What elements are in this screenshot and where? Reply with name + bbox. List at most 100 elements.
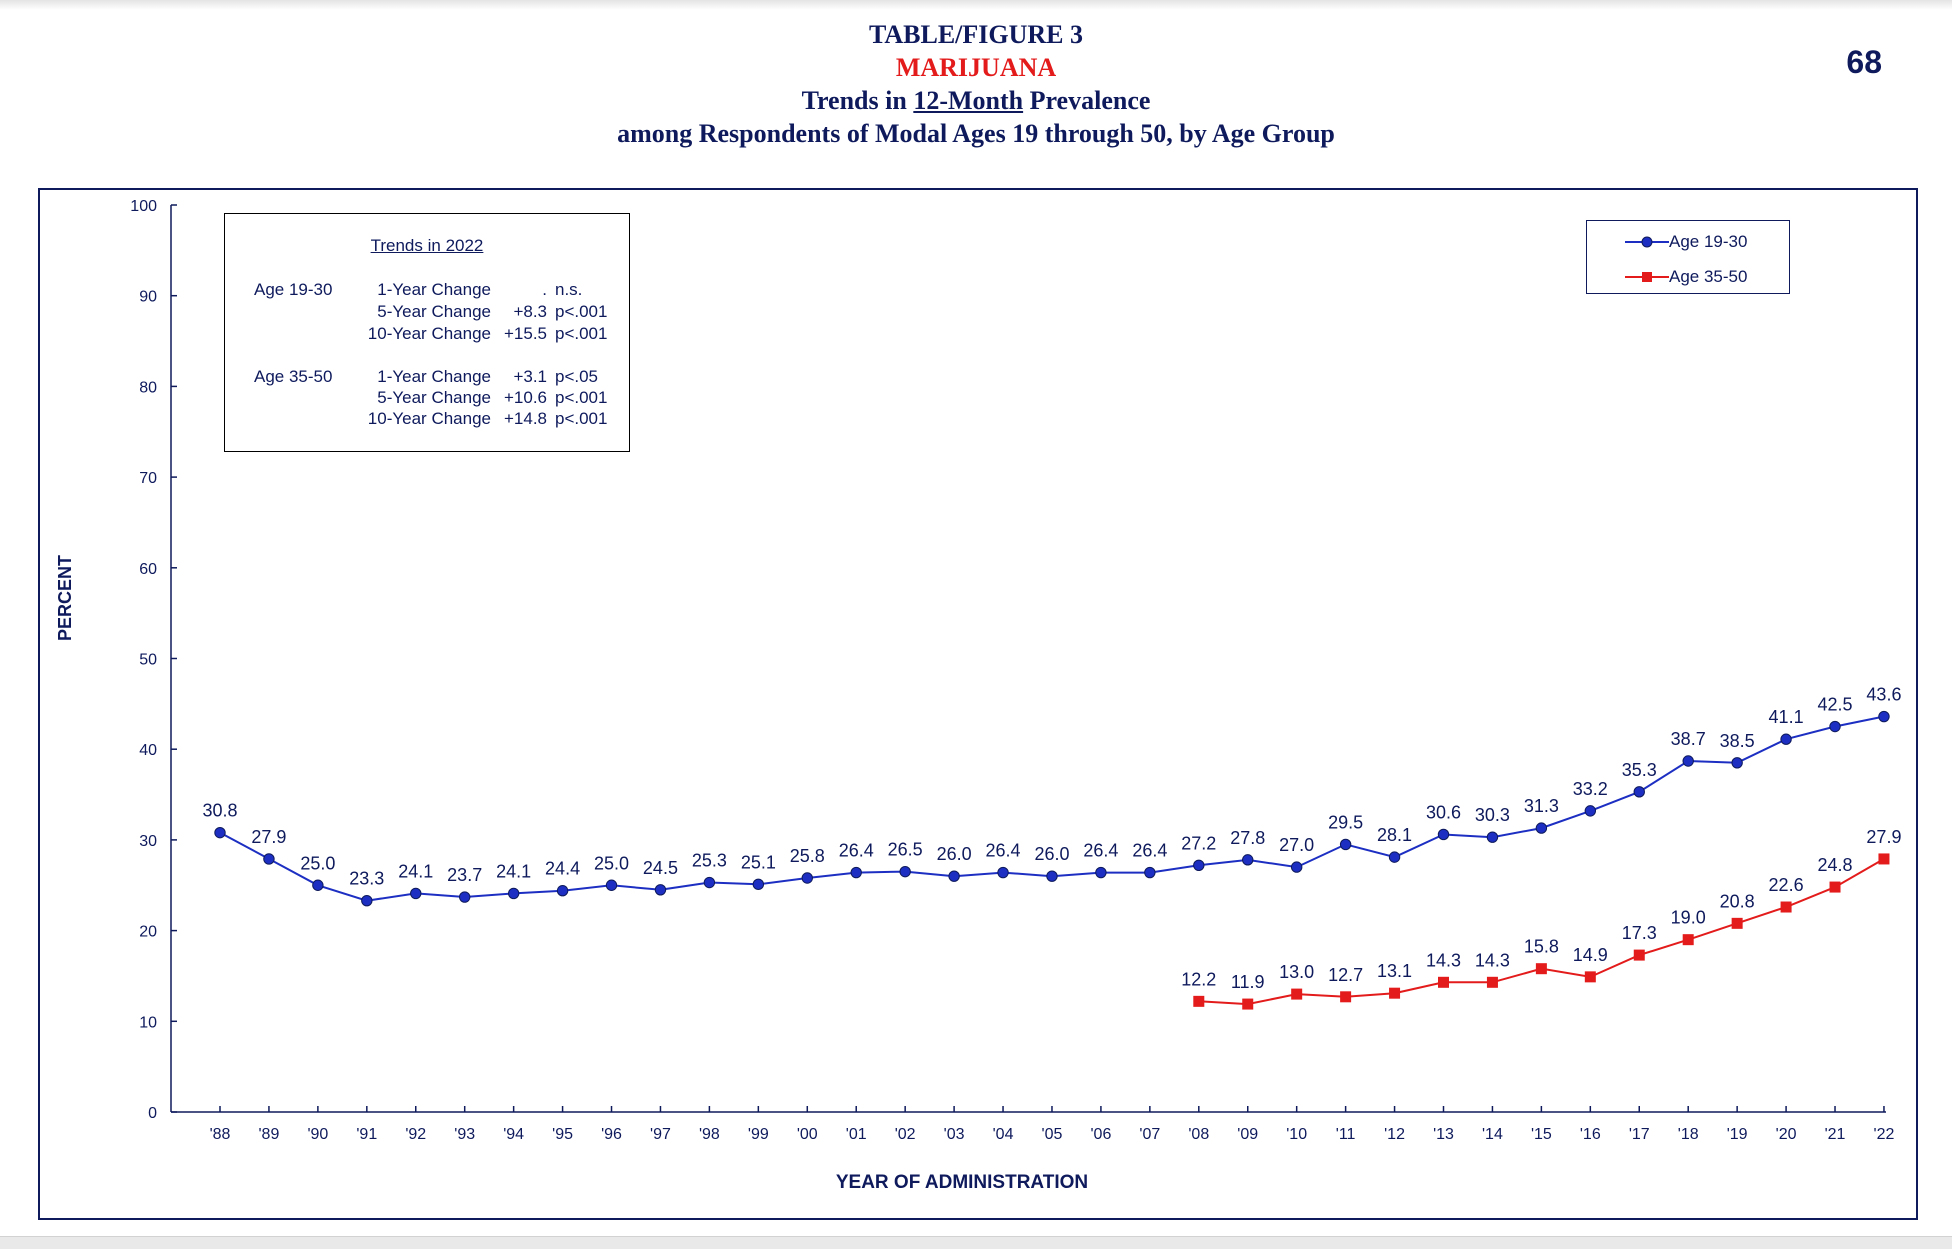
legend-label: Age 35-50 bbox=[1669, 267, 1748, 286]
data-point bbox=[654, 884, 667, 896]
data-point bbox=[997, 866, 1009, 879]
data-point bbox=[1780, 901, 1792, 913]
data-label: 23.3 bbox=[349, 869, 384, 889]
data-label: 26.4 bbox=[839, 841, 874, 861]
subtitle-underlined: 12-Month bbox=[913, 86, 1024, 115]
data-point bbox=[752, 878, 765, 891]
circle-marker-icon bbox=[1625, 236, 1669, 248]
trend-change-label: 10-Year Change bbox=[367, 409, 491, 428]
x-axis-label: YEAR OF ADMINISTRATION bbox=[836, 1172, 1088, 1193]
trend-row: 10-Year Change +14.8 p<.001 bbox=[225, 409, 629, 430]
data-point bbox=[1731, 757, 1743, 769]
data-point bbox=[1437, 828, 1450, 841]
trend-significance: p<.05 bbox=[555, 367, 599, 386]
data-point bbox=[1389, 987, 1401, 999]
trend-significance: p<.001 bbox=[555, 324, 608, 343]
data-point bbox=[1535, 822, 1548, 834]
data-point bbox=[1486, 976, 1498, 988]
data-point bbox=[948, 870, 960, 882]
trend-change-value: +15.5 bbox=[503, 324, 547, 343]
x-tick-label: '13 bbox=[1433, 1126, 1454, 1143]
bottom-bar bbox=[0, 1236, 1952, 1249]
x-tick-label: '16 bbox=[1580, 1126, 1601, 1143]
data-label: 14.9 bbox=[1573, 945, 1608, 965]
data-label: 26.4 bbox=[1083, 841, 1118, 861]
data-point bbox=[605, 879, 618, 891]
data-point bbox=[1535, 963, 1547, 975]
x-tick-label: '01 bbox=[846, 1126, 867, 1143]
data-label: 25.1 bbox=[741, 852, 776, 872]
data-label: 28.1 bbox=[1377, 825, 1412, 845]
x-tick-label: '88 bbox=[210, 1126, 231, 1143]
data-point bbox=[1438, 976, 1449, 988]
data-point bbox=[312, 879, 324, 891]
data-label: 38.7 bbox=[1671, 729, 1706, 749]
trend-significance: p<.001 bbox=[555, 302, 608, 321]
data-point bbox=[1780, 733, 1792, 745]
data-label: 25.0 bbox=[300, 853, 335, 873]
data-label: 33.2 bbox=[1573, 779, 1608, 799]
data-label: 41.1 bbox=[1769, 707, 1804, 727]
data-label: 27.2 bbox=[1181, 833, 1216, 853]
data-point bbox=[703, 876, 716, 889]
x-tick-label: '18 bbox=[1678, 1126, 1699, 1143]
figure-subtitle-line2: among Respondents of Modal Ages 19 throu… bbox=[617, 119, 1335, 148]
figure-number-title: TABLE/FIGURE 3 bbox=[868, 20, 1084, 49]
x-tick-label: '05 bbox=[1042, 1126, 1063, 1143]
data-label: 24.5 bbox=[643, 858, 678, 878]
x-tick-label: '98 bbox=[699, 1126, 720, 1143]
data-point bbox=[1242, 854, 1254, 866]
chart-legend: Age 19-30 Age 35-50 bbox=[1586, 220, 1790, 294]
data-point bbox=[1486, 831, 1499, 843]
data-point bbox=[1731, 917, 1743, 929]
data-label: 24.1 bbox=[496, 861, 531, 881]
data-label: 15.8 bbox=[1524, 937, 1559, 957]
trend-change-label: 1-Year Change bbox=[377, 280, 491, 299]
data-point bbox=[214, 826, 226, 839]
data-label: 35.3 bbox=[1622, 760, 1657, 780]
x-tick-label: '06 bbox=[1090, 1126, 1111, 1143]
x-tick-label: '99 bbox=[748, 1126, 769, 1143]
chart-frame bbox=[38, 188, 1918, 1220]
x-tick-label: '91 bbox=[356, 1126, 377, 1143]
x-tick-label: '03 bbox=[944, 1126, 965, 1143]
x-tick-label: '21 bbox=[1825, 1126, 1846, 1143]
x-tick-label: '96 bbox=[601, 1126, 622, 1143]
x-tick-label: '19 bbox=[1727, 1126, 1748, 1143]
legend-item-age-19-30: Age 19-30 bbox=[1587, 230, 1789, 254]
data-point bbox=[507, 887, 520, 900]
x-tick-label: '89 bbox=[259, 1126, 280, 1143]
data-point bbox=[1878, 710, 1890, 723]
data-point bbox=[556, 884, 569, 897]
x-tick-label: '09 bbox=[1237, 1126, 1258, 1143]
y-tick-label: 60 bbox=[139, 561, 157, 578]
data-point bbox=[459, 891, 471, 903]
trend-row: 5-Year Change +8.3 p<.001 bbox=[225, 302, 629, 323]
data-point bbox=[410, 887, 422, 900]
data-point bbox=[1340, 991, 1352, 1003]
data-point bbox=[1829, 720, 1841, 733]
figure-titles: TABLE/FIGURE 3 MARIJUANA Trends in 12-Mo… bbox=[0, 18, 1952, 150]
y-tick-label: 100 bbox=[130, 198, 157, 215]
data-label: 26.5 bbox=[888, 840, 923, 860]
data-point bbox=[1633, 949, 1645, 961]
data-label: 30.6 bbox=[1426, 802, 1461, 822]
data-point bbox=[1682, 934, 1694, 946]
data-label: 27.9 bbox=[251, 827, 286, 847]
trend-change-label: 5-Year Change bbox=[377, 302, 491, 321]
x-tick-label: '95 bbox=[552, 1126, 573, 1143]
y-tick-label: 20 bbox=[139, 924, 157, 941]
data-label: 30.3 bbox=[1475, 805, 1510, 825]
trend-row: 5-Year Change +10.6 p<.001 bbox=[225, 388, 629, 409]
data-point bbox=[1584, 805, 1597, 817]
data-label: 30.8 bbox=[202, 801, 237, 821]
data-point bbox=[361, 894, 373, 907]
data-label: 25.3 bbox=[692, 851, 727, 871]
trend-age-group: Age 19-30 bbox=[254, 280, 333, 299]
x-tick-label: '14 bbox=[1482, 1126, 1503, 1143]
data-label: 17.3 bbox=[1622, 923, 1657, 943]
x-tick-label: '90 bbox=[307, 1126, 328, 1143]
data-point bbox=[1193, 859, 1205, 871]
data-point bbox=[1291, 988, 1303, 1000]
trend-significance: p<.001 bbox=[555, 388, 608, 407]
